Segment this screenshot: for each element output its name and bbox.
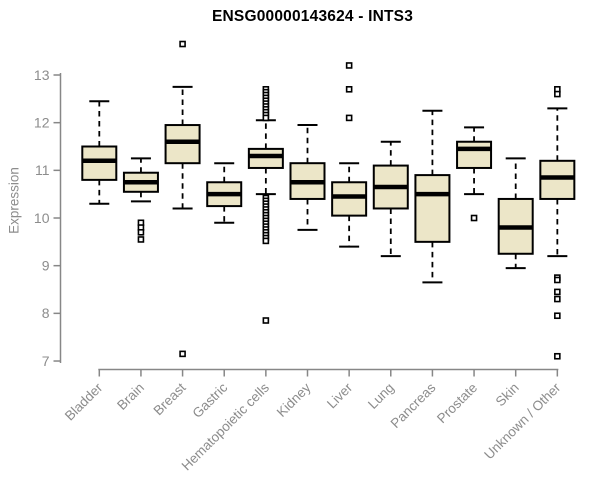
y-tick-label: 8 xyxy=(42,305,50,321)
x-tick-label-unknown-other: Unknown / Other xyxy=(481,380,564,463)
outlier-point xyxy=(554,288,561,296)
box-skin xyxy=(497,157,534,270)
outlier-point xyxy=(345,86,353,93)
outlier-point xyxy=(554,352,561,360)
x-tick-label-brain: Brain xyxy=(114,380,147,413)
box-unknown-other xyxy=(539,86,576,360)
box-bladder xyxy=(81,100,118,205)
box-lung xyxy=(372,140,409,258)
iqr-box xyxy=(456,140,493,169)
x-tick-label-liver: Liver xyxy=(324,380,356,412)
outlier-point xyxy=(262,114,270,122)
x-tick-label-lung: Lung xyxy=(365,380,397,412)
outlier-point xyxy=(137,236,145,243)
x-tick-label-breast: Breast xyxy=(150,380,188,418)
outlier-point xyxy=(554,90,561,98)
outlier-point xyxy=(137,229,145,236)
x-tick-label-prostate: Prostate xyxy=(434,380,480,426)
outlier-point xyxy=(262,237,270,245)
x-tick-label-kidney: Kidney xyxy=(274,380,314,420)
box-liver xyxy=(331,62,368,248)
x-tick-label-skin: Skin xyxy=(493,380,522,409)
outlier-point xyxy=(554,276,561,284)
y-tick-label: 7 xyxy=(42,353,50,369)
outlier-point xyxy=(179,40,186,48)
iqr-box xyxy=(81,145,118,181)
box-pancreas xyxy=(414,109,451,284)
iqr-box xyxy=(331,181,368,217)
y-tick-label: 9 xyxy=(42,257,50,273)
box-prostate xyxy=(456,126,493,222)
box-gastric xyxy=(206,162,243,224)
box-kidney xyxy=(289,124,326,231)
box-breast xyxy=(164,40,201,358)
iqr-box xyxy=(164,124,201,165)
iqr-box xyxy=(414,174,451,243)
outlier-point xyxy=(179,350,186,358)
iqr-box xyxy=(539,159,576,200)
y-axis-label: Expression xyxy=(6,167,22,234)
x-tick-label-pancreas: Pancreas xyxy=(388,380,439,431)
box-brain xyxy=(122,157,159,243)
chart-title: ENSG00000143624 - INTS3 xyxy=(211,8,414,25)
x-tick-label-gastric: Gastric xyxy=(189,380,230,421)
outlier-point xyxy=(470,214,478,222)
box-hematopoietic-cells xyxy=(247,86,284,324)
iqr-box xyxy=(247,147,284,169)
outlier-point xyxy=(554,312,561,320)
outlier-point xyxy=(345,114,353,122)
y-tick-label: 13 xyxy=(34,67,50,83)
outlier-point xyxy=(554,295,561,303)
y-tick-label: 11 xyxy=(35,162,50,178)
y-tick-label: 12 xyxy=(34,114,50,130)
y-tick-label: 10 xyxy=(34,210,50,226)
outlier-point xyxy=(262,317,270,324)
outlier-point xyxy=(345,62,353,69)
x-tick-label-bladder: Bladder xyxy=(62,380,106,424)
